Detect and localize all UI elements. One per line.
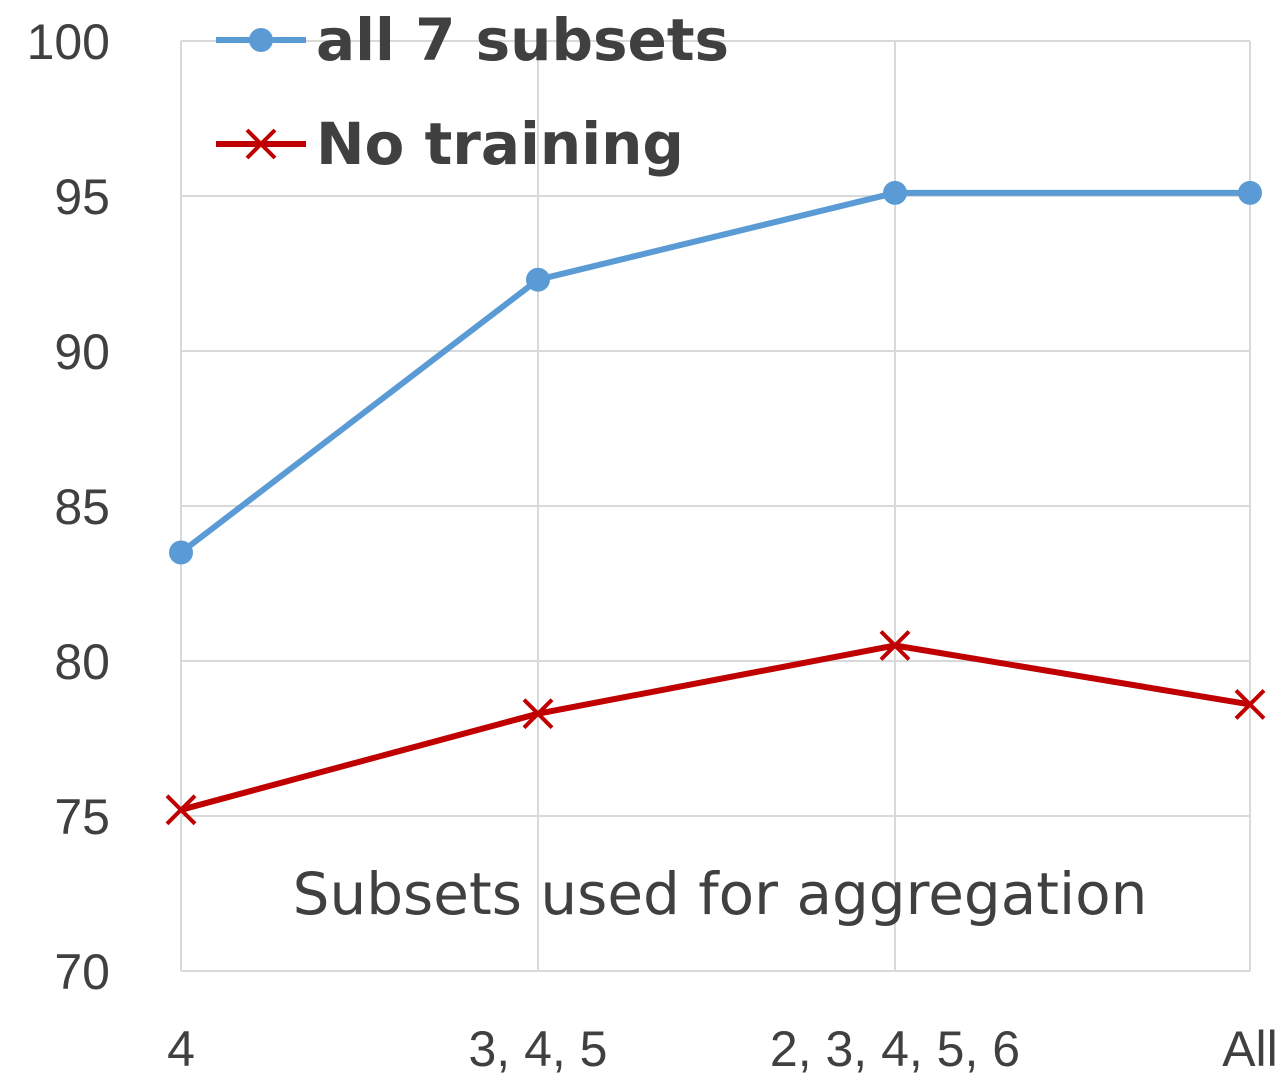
- data-point: [169, 540, 193, 565]
- legend-item: No training: [216, 110, 684, 178]
- x-tick-label: All: [1222, 1021, 1278, 1077]
- legend-marker: [245, 128, 277, 160]
- x-axis-label: Subsets used for aggregation: [293, 860, 1148, 928]
- series-0: [169, 180, 1262, 565]
- y-tick-label: 80: [54, 634, 110, 690]
- data-point: [165, 794, 197, 826]
- data-point: [883, 180, 907, 205]
- data-point: [522, 698, 554, 730]
- series-1: [165, 630, 1266, 826]
- legend-marker: [249, 28, 273, 52]
- legend-label: No training: [316, 110, 684, 178]
- data-point: [526, 267, 550, 292]
- x-tick-label: 3, 4, 5: [469, 1021, 608, 1077]
- series-line: [180, 642, 1251, 813]
- data-point: [1238, 180, 1262, 205]
- legend-item: all 7 subsets: [216, 6, 729, 74]
- series-lines: [165, 180, 1266, 826]
- y-tick-label: 70: [54, 944, 110, 1000]
- series-line: [179, 189, 1250, 555]
- x-tick-label: 4: [167, 1021, 195, 1077]
- y-tick-label: 85: [54, 479, 110, 535]
- y-tick-label: 95: [54, 169, 110, 225]
- data-point: [1234, 688, 1266, 720]
- x-tick-label: 2, 3, 4, 5, 6: [770, 1021, 1020, 1077]
- grid: [180, 40, 1251, 972]
- legend: all 7 subsets No training: [216, 6, 729, 178]
- legend-label: all 7 subsets: [316, 6, 729, 74]
- y-axis-tick-labels: 70 75 80 85 90 95 100: [27, 14, 110, 1000]
- y-tick-label: 90: [54, 324, 110, 380]
- y-tick-label: 100: [27, 14, 110, 70]
- y-tick-label: 75: [54, 789, 110, 845]
- data-point: [879, 630, 911, 661]
- x-axis-tick-labels: 4 3, 4, 5 2, 3, 4, 5, 6 All: [167, 1021, 1278, 1077]
